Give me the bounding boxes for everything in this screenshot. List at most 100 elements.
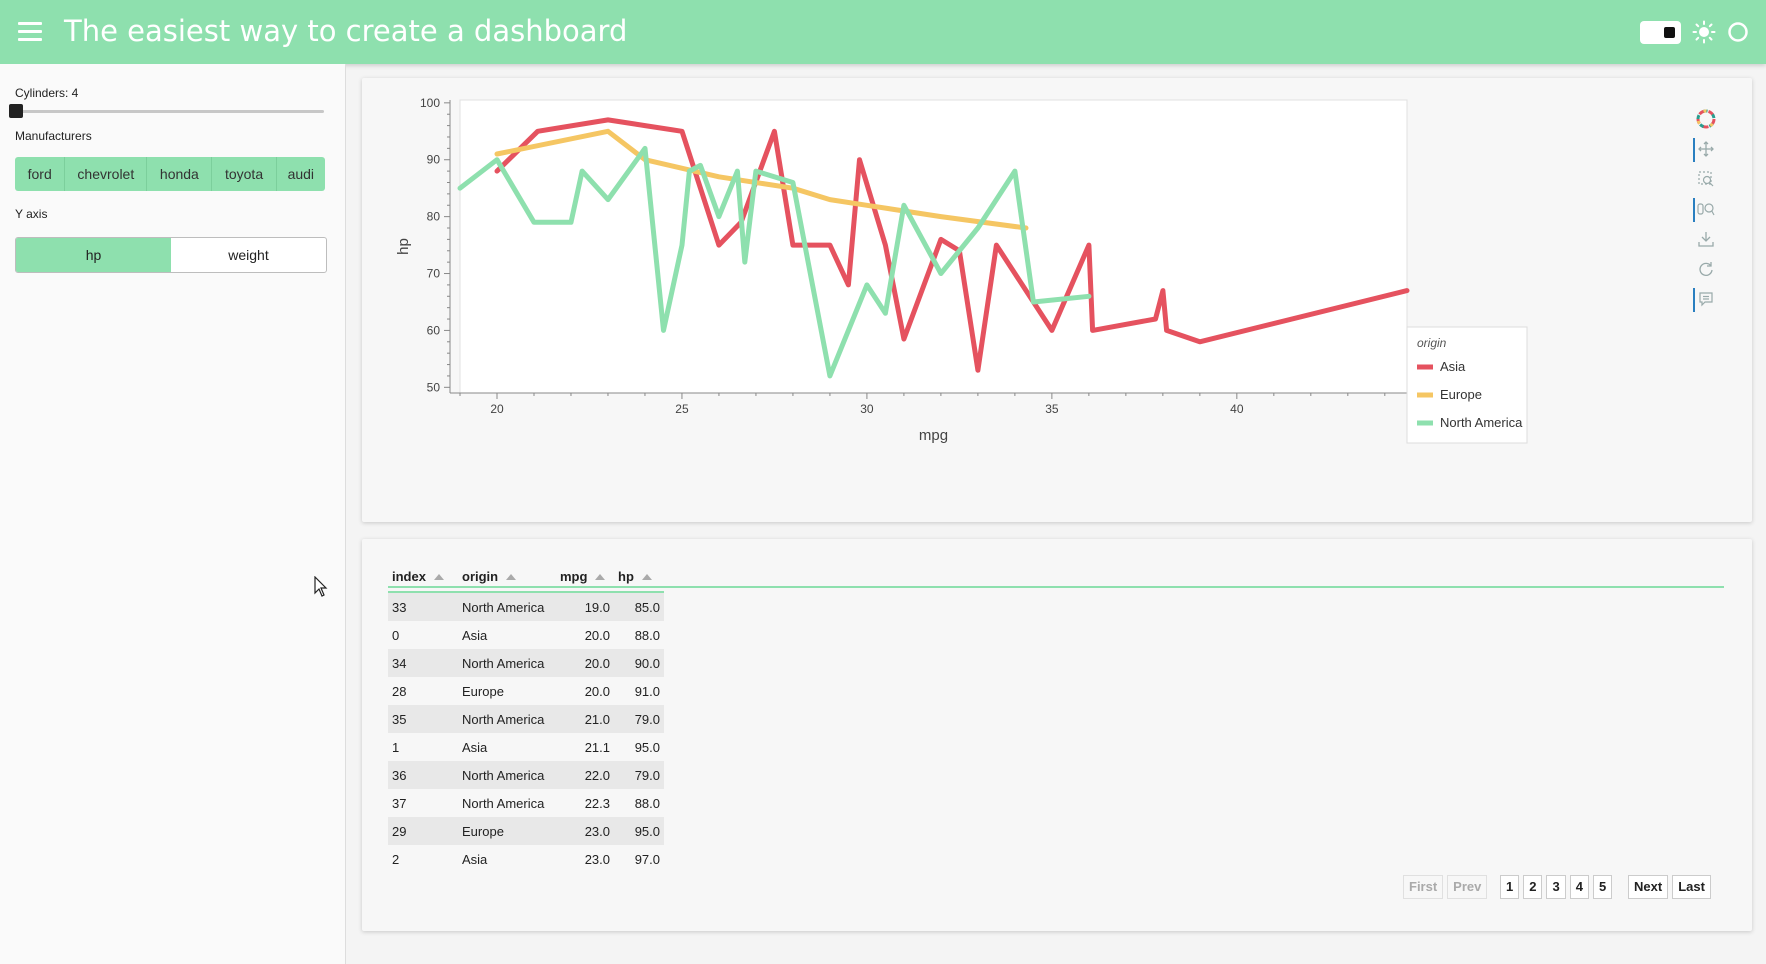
yaxis-weight-button[interactable]: weight (171, 238, 326, 272)
first-page-button[interactable]: First (1403, 875, 1443, 899)
cell-hp: 88.0 (614, 789, 664, 817)
page-1-button[interactable]: 1 (1500, 875, 1519, 899)
cell-origin: North America (458, 789, 556, 817)
y-tick-label: 90 (427, 153, 441, 167)
cell-mpg: 23.0 (556, 817, 614, 845)
manufacturer-ford-button[interactable]: ford (15, 157, 65, 191)
y-tick-label: 60 (427, 323, 441, 337)
x-tick-label: 20 (490, 402, 504, 416)
table-row[interactable]: 34 North America 20.0 90.0 (388, 649, 664, 677)
table-row[interactable]: 28 Europe 20.0 91.0 (388, 677, 664, 705)
manufacturer-honda-button[interactable]: honda (147, 157, 212, 191)
column-header-label: origin (462, 569, 498, 584)
legend-title: origin (1417, 336, 1447, 350)
cell-mpg: 20.0 (556, 677, 614, 705)
table-row[interactable]: 2 Asia 23.0 97.0 (388, 845, 664, 873)
cell-origin: North America (458, 649, 556, 677)
cell-mpg: 21.0 (556, 705, 614, 733)
box-zoom-tool-icon[interactable] (1695, 168, 1717, 190)
page-2-button[interactable]: 2 (1523, 875, 1542, 899)
hamburger-menu-icon[interactable] (18, 22, 42, 42)
table-row[interactable]: 1 Asia 21.1 95.0 (388, 733, 664, 761)
cell-hp: 79.0 (614, 761, 664, 789)
yaxis-label: Y axis (15, 207, 47, 221)
sort-arrow-icon[interactable] (595, 574, 605, 580)
y-tick-label: 100 (420, 96, 440, 110)
cell-index: 2 (388, 845, 458, 873)
manufacturers-label: Manufacturers (15, 129, 92, 143)
save-tool-icon[interactable] (1695, 228, 1717, 250)
sort-arrow-icon[interactable] (434, 574, 444, 580)
prev-page-button[interactable]: Prev (1447, 875, 1487, 899)
cell-hp: 88.0 (614, 621, 664, 649)
cell-origin: Asia (458, 845, 556, 873)
cell-hp: 79.0 (614, 705, 664, 733)
column-header-label: hp (618, 569, 634, 584)
sort-arrow-icon[interactable] (642, 574, 652, 580)
cell-hp: 91.0 (614, 677, 664, 705)
app-header: The easiest way to create a dashboard (0, 0, 1766, 64)
cell-mpg: 20.0 (556, 621, 614, 649)
pagination-right: Next Last (1628, 875, 1711, 899)
cell-index: 29 (388, 817, 458, 845)
cell-origin: North America (458, 592, 556, 621)
cell-index: 0 (388, 621, 458, 649)
page-4-button[interactable]: 4 (1570, 875, 1589, 899)
cylinders-slider-track[interactable] (16, 110, 324, 113)
column-header-hp[interactable]: hp (614, 561, 664, 592)
next-page-button[interactable]: Next (1628, 875, 1668, 899)
cell-index: 37 (388, 789, 458, 817)
cylinders-slider-handle[interactable] (9, 104, 23, 118)
theme-toggle-switch[interactable] (1640, 21, 1681, 44)
cell-index: 1 (388, 733, 458, 761)
y-axis-label: hp (395, 238, 412, 255)
column-header-label: mpg (560, 569, 587, 584)
table-row[interactable]: 36 North America 22.0 79.0 (388, 761, 664, 789)
bokeh-logo-icon[interactable] (1695, 108, 1717, 130)
column-header-index[interactable]: index (388, 561, 458, 592)
page-5-button[interactable]: 5 (1593, 875, 1612, 899)
cell-index: 34 (388, 649, 458, 677)
manufacturer-chevrolet-button[interactable]: chevrolet (65, 157, 147, 191)
yaxis-hp-button[interactable]: hp (16, 238, 171, 272)
cell-hp: 90.0 (614, 649, 664, 677)
cell-origin: North America (458, 761, 556, 789)
pan-tool-icon[interactable] (1695, 138, 1717, 160)
sun-icon[interactable] (1692, 20, 1716, 44)
x-tick-label: 30 (860, 402, 874, 416)
x-tick-label: 35 (1045, 402, 1059, 416)
legend-item-label[interactable]: Europe (1440, 387, 1482, 402)
mouse-cursor-icon (314, 576, 328, 598)
sort-arrow-icon[interactable] (506, 574, 516, 580)
y-tick-label: 50 (427, 380, 441, 394)
page-title: The easiest way to create a dashboard (64, 14, 627, 48)
cell-hp: 95.0 (614, 733, 664, 761)
table-row[interactable]: 29 Europe 23.0 95.0 (388, 817, 664, 845)
legend-item-label[interactable]: North America (1440, 415, 1523, 430)
cylinders-label: Cylinders: 4 (15, 86, 78, 100)
table-row[interactable]: 33 North America 19.0 85.0 (388, 592, 664, 621)
cell-origin: Europe (458, 817, 556, 845)
table-row[interactable]: 35 North America 21.0 79.0 (388, 705, 664, 733)
manufacturer-audi-button[interactable]: audi (277, 157, 325, 191)
cell-mpg: 19.0 (556, 592, 614, 621)
hover-tool-icon[interactable] (1695, 288, 1717, 310)
cell-mpg: 22.3 (556, 789, 614, 817)
reset-tool-icon[interactable] (1695, 258, 1717, 280)
wheel-zoom-tool-icon[interactable] (1695, 198, 1717, 220)
page-3-button[interactable]: 3 (1546, 875, 1565, 899)
last-page-button[interactable]: Last (1672, 875, 1711, 899)
column-header-mpg[interactable]: mpg (556, 561, 614, 592)
cell-index: 36 (388, 761, 458, 789)
column-header-origin[interactable]: origin (458, 561, 556, 592)
table-row[interactable]: 0 Asia 20.0 88.0 (388, 621, 664, 649)
column-header-label: index (392, 569, 426, 584)
plot-area[interactable] (460, 100, 1407, 393)
cell-origin: North America (458, 705, 556, 733)
table-row[interactable]: 37 North America 22.3 88.0 (388, 789, 664, 817)
legend-item-label[interactable]: Asia (1440, 359, 1466, 374)
cell-index: 33 (388, 592, 458, 621)
cell-origin: Asia (458, 733, 556, 761)
line-chart[interactable]: 20 25 30 35 40 50 60 70 80 90 100 mpg hp origin Asia Eu… (362, 78, 1692, 522)
manufacturer-toyota-button[interactable]: toyota (212, 157, 276, 191)
